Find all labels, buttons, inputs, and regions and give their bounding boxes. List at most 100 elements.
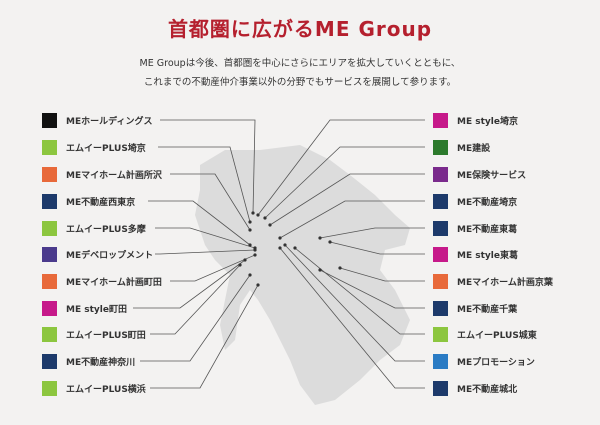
left-group-item: ME style町田 xyxy=(42,300,127,316)
right-leader-line xyxy=(279,200,425,239)
company-name: ME style東葛 xyxy=(457,250,518,261)
location-dot xyxy=(248,243,252,247)
location-dot xyxy=(248,228,252,232)
company-logo-icon xyxy=(433,139,448,155)
company-logo-icon xyxy=(433,326,448,342)
location-dot xyxy=(283,243,287,247)
right-group-item: MEマイホーム計画京葉 xyxy=(433,273,553,289)
company-name: MEデベロップメント xyxy=(66,250,154,261)
location-dot xyxy=(318,236,322,240)
company-logo-icon xyxy=(42,166,57,182)
left-group-item: MEマイホーム計画町田 xyxy=(42,273,162,289)
company-logo-icon xyxy=(42,326,57,342)
location-dot xyxy=(251,211,255,215)
location-dot xyxy=(256,283,260,287)
location-dot xyxy=(268,223,272,227)
company-name: ME style埼京 xyxy=(457,116,518,127)
company-name: ME保険サービス xyxy=(457,170,527,181)
left-group-item: エムイーPLUS町田 xyxy=(42,326,146,342)
company-name: MEマイホーム計画京葉 xyxy=(457,277,553,288)
left-leader-line xyxy=(155,249,256,255)
company-logo-icon xyxy=(42,112,57,128)
location-dot xyxy=(243,258,247,262)
company-name: MEホールディングス xyxy=(66,116,153,127)
left-group-item: ME不動産西東京 xyxy=(42,193,135,209)
right-group-item: ME不動産東葛 xyxy=(433,220,517,236)
left-leader-line xyxy=(140,274,251,362)
left-group-item: ME不動産神奈川 xyxy=(42,353,135,369)
right-group-item: ME不動産城北 xyxy=(433,380,517,396)
left-leader-line xyxy=(170,254,256,282)
location-dot xyxy=(253,248,257,252)
company-name: エムイーPLUS横浜 xyxy=(66,384,146,395)
company-logo-icon xyxy=(433,193,448,209)
right-leader-line xyxy=(279,247,425,389)
company-name: ME建設 xyxy=(457,143,491,154)
company-logo-icon xyxy=(42,193,57,209)
page-title: 首都圏に広がるME Group xyxy=(167,17,433,41)
location-dot xyxy=(278,246,282,250)
company-name: ME不動産東葛 xyxy=(457,224,518,235)
right-leader-line xyxy=(269,173,425,226)
company-logo-icon xyxy=(433,353,448,369)
right-group-item: ME不動産埼京 xyxy=(433,193,517,209)
right-leader-line xyxy=(294,247,425,335)
company-name: エムイーPLUS多摩 xyxy=(66,224,146,235)
right-leader-line xyxy=(284,244,425,362)
right-group-item: ME建設 xyxy=(433,139,490,155)
left-group-item: エムイーPLUS多摩 xyxy=(42,220,146,236)
right-group-item: エムイーPLUS城東 xyxy=(433,326,537,342)
company-logo-icon xyxy=(433,166,448,182)
company-logo-icon xyxy=(433,300,448,316)
location-dot xyxy=(248,273,252,277)
location-dot xyxy=(253,253,257,257)
company-name: ME不動産西東京 xyxy=(66,197,136,208)
company-logo-icon xyxy=(433,220,448,236)
company-name: エムイーPLUS埼京 xyxy=(66,143,146,154)
right-leader-line xyxy=(319,227,425,239)
right-group-item: ME保険サービス xyxy=(433,166,526,182)
company-name: ME不動産城北 xyxy=(457,384,518,395)
left-leader-line xyxy=(133,259,246,309)
location-dot xyxy=(318,268,322,272)
company-logo-icon xyxy=(42,273,57,289)
company-logo-icon xyxy=(433,380,448,396)
company-name: MEマイホーム計画所沢 xyxy=(66,170,162,181)
left-leader-line xyxy=(160,119,256,214)
company-name: MEプロモーション xyxy=(457,357,535,368)
company-name: MEマイホーム計画町田 xyxy=(66,277,162,288)
company-logo-icon xyxy=(433,246,448,262)
company-logo-icon xyxy=(42,300,57,316)
company-logo-icon xyxy=(42,139,57,155)
company-logo-icon xyxy=(42,246,57,262)
company-logo-icon xyxy=(433,112,448,128)
company-logo-icon xyxy=(42,380,57,396)
company-logo-icon xyxy=(42,220,57,236)
company-name: ME不動産神奈川 xyxy=(66,357,136,368)
left-group-item: MEマイホーム計画所沢 xyxy=(42,166,162,182)
left-leader-line xyxy=(170,173,251,231)
company-name: エムイーPLUS町田 xyxy=(66,330,146,341)
right-group-item: ME style埼京 xyxy=(433,112,518,128)
left-group-item: エムイーPLUS埼京 xyxy=(42,139,146,155)
right-leader-line xyxy=(339,267,425,282)
left-group-item: エムイーPLUS横浜 xyxy=(42,380,146,396)
left-leader-line xyxy=(158,146,251,223)
company-name: エムイーPLUS城東 xyxy=(457,330,537,341)
company-logo-icon xyxy=(433,273,448,289)
right-leader-line xyxy=(264,146,425,219)
right-group-item: ME style東葛 xyxy=(433,246,518,262)
right-leader-line xyxy=(319,269,425,309)
company-logo-icon xyxy=(42,353,57,369)
location-dot xyxy=(293,246,297,250)
company-name: ME style町田 xyxy=(66,304,127,315)
location-dot xyxy=(238,263,242,267)
right-leader-line xyxy=(329,241,425,255)
lead-text-1: ME Groupは今後、首都圏を中心にさらにエリアを拡大していくとともに、 xyxy=(139,58,461,69)
location-dot xyxy=(256,213,260,217)
lead-text-2: これまでの不動産仲介事業以外の分野でもサービスを展開して参ります。 xyxy=(143,77,457,88)
location-dot xyxy=(248,220,252,224)
right-group-item: ME不動産千葉 xyxy=(433,300,517,316)
company-name: ME不動産埼京 xyxy=(457,197,518,208)
